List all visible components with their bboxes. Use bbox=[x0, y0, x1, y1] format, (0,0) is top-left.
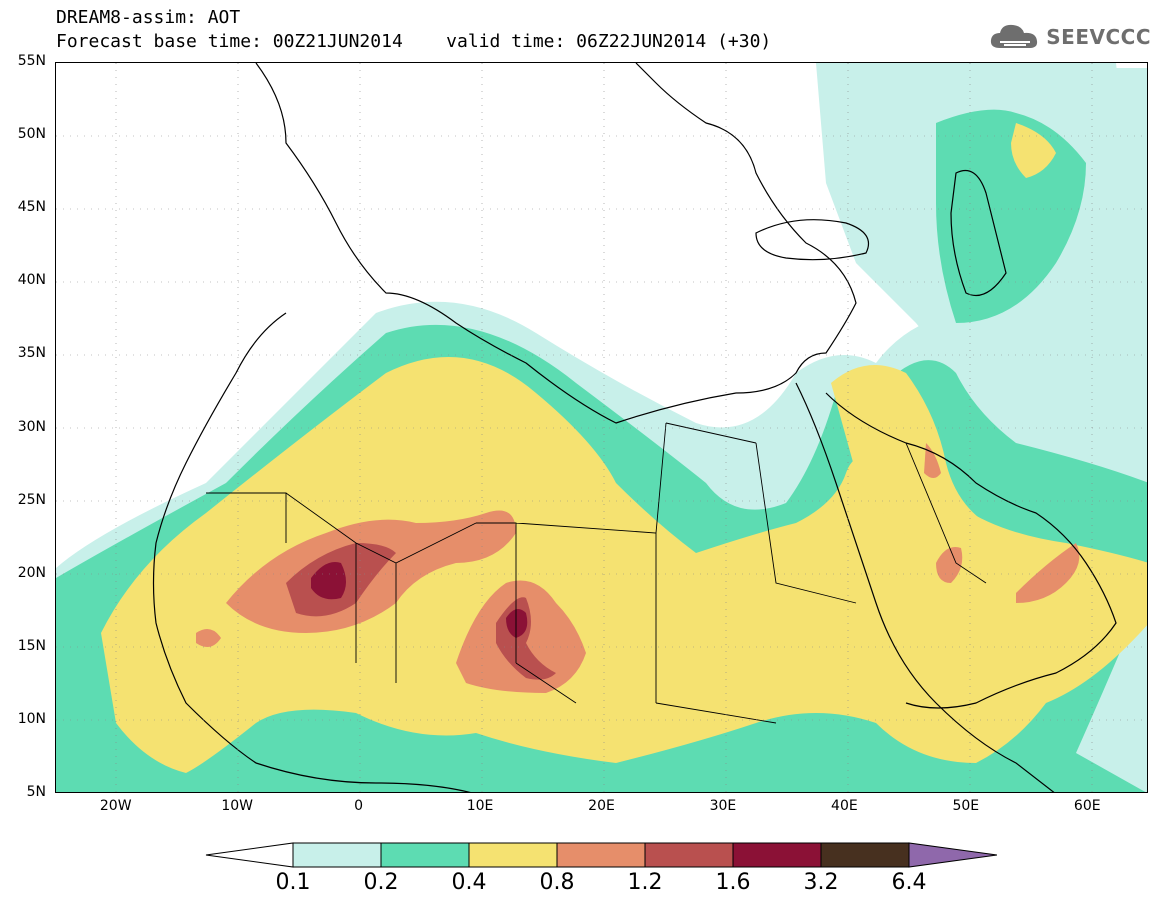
aot-band-1-6-chad bbox=[506, 609, 528, 638]
brand-logo: SEEVCCC bbox=[988, 20, 1151, 54]
lon-label: 20E bbox=[588, 798, 615, 814]
colorbar-segment bbox=[644, 842, 734, 868]
aot-band-0-4-east bbox=[831, 365, 1076, 577]
colorbar-segment bbox=[468, 842, 558, 868]
colorbar-over-arrow bbox=[908, 842, 997, 868]
coastline-black-sea bbox=[755, 219, 870, 261]
aot-map bbox=[55, 62, 1148, 793]
colorbar-under-arrow bbox=[205, 842, 294, 868]
lat-label: 40N bbox=[17, 272, 46, 289]
colorbar-label: 0.4 bbox=[451, 870, 487, 895]
coastline-caspian bbox=[950, 169, 1007, 297]
aot-colorbar bbox=[205, 842, 997, 868]
lon-label: 10E bbox=[466, 798, 494, 814]
borders bbox=[206, 422, 987, 724]
colorbar-label: 0.1 bbox=[275, 870, 311, 895]
lon-label: 60E bbox=[1073, 798, 1101, 814]
lat-label: 15N bbox=[17, 637, 46, 654]
lat-label: 30N bbox=[17, 418, 46, 435]
colorbar-label: 3.2 bbox=[803, 870, 839, 895]
lat-label: 25N bbox=[17, 491, 46, 508]
gridlines bbox=[56, 63, 1147, 792]
aot-band-0-4-caspian bbox=[1011, 123, 1056, 178]
colorbar-label: 6.4 bbox=[891, 870, 927, 895]
lon-label: 30E bbox=[709, 798, 737, 814]
lon-label: 10W bbox=[221, 798, 253, 814]
colorbar-segment bbox=[820, 842, 910, 868]
aot-band-1-6-mali bbox=[311, 562, 346, 600]
lat-label: 55N bbox=[17, 53, 46, 69]
colorbar-label: 1.6 bbox=[715, 870, 751, 895]
aot-band-0-8-senegal bbox=[196, 629, 221, 647]
aot-band-0-8-saudi bbox=[936, 547, 963, 583]
lon-label: 50E bbox=[952, 798, 980, 814]
aot-band-0-8-gulf bbox=[924, 443, 941, 478]
coastline-arabia bbox=[825, 392, 1117, 709]
coastline bbox=[255, 63, 857, 424]
lat-label: 20N bbox=[17, 564, 46, 581]
lat-label: 35N bbox=[17, 345, 46, 362]
colorbar-label: 0.2 bbox=[363, 870, 399, 895]
lat-label: 10N bbox=[17, 710, 46, 727]
colorbar-label: 1.2 bbox=[627, 870, 663, 895]
colorbar-segment bbox=[380, 842, 470, 868]
lat-label: 50N bbox=[17, 126, 46, 143]
aot-map-canvas bbox=[56, 63, 1147, 792]
aot-band-0-8-oman bbox=[1016, 543, 1080, 603]
forecast-times: Forecast base time: 00Z21JUN2014 valid t… bbox=[56, 32, 771, 52]
base-time: Forecast base time: 00Z21JUN2014 bbox=[56, 31, 403, 52]
colorbar-segment bbox=[556, 842, 646, 868]
lon-label: 0 bbox=[354, 798, 364, 814]
lat-label: 5N bbox=[26, 784, 46, 800]
lon-label: 20W bbox=[99, 798, 132, 814]
valid-time: valid time: 06Z22JUN2014 (+30) bbox=[446, 31, 772, 52]
cloud-icon bbox=[991, 24, 1038, 48]
lat-label: 45N bbox=[17, 199, 46, 216]
colorbar-segment bbox=[732, 842, 822, 868]
coastline-red-sea bbox=[795, 382, 1055, 792]
map-title: DREAM8-assim: AOT bbox=[56, 7, 241, 28]
lon-label: 40E bbox=[831, 798, 858, 814]
colorbar-label: 0.8 bbox=[539, 870, 575, 895]
coastline-africa-west bbox=[152, 312, 471, 792]
colorbar-segment bbox=[292, 842, 382, 868]
brand-name: SEEVCCC bbox=[1046, 25, 1151, 49]
